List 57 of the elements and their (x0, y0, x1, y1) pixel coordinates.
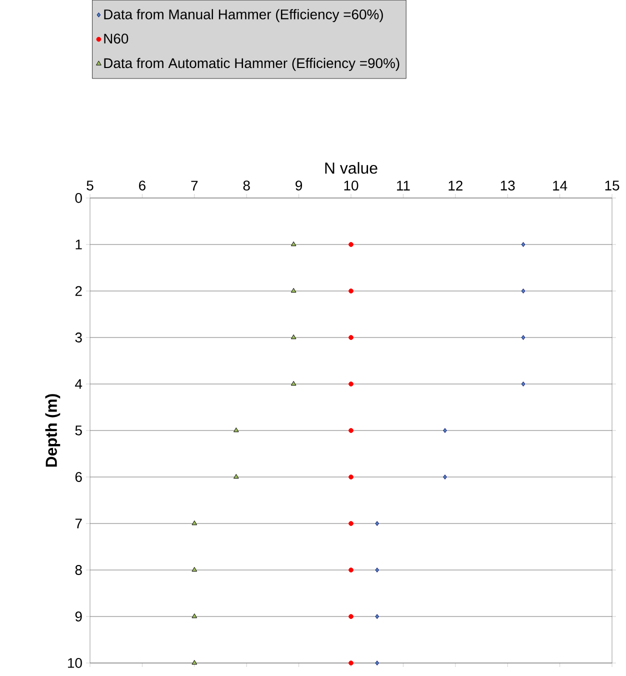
point (290, 241, 296, 246)
point (348, 660, 354, 666)
point (521, 242, 526, 247)
point (233, 427, 239, 432)
x-axis-title: N value (325, 162, 378, 174)
y-tick-label: 1 (76, 240, 82, 250)
x-tick-label: 5 (86, 180, 94, 190)
y-tick-label: 9 (75, 612, 82, 622)
x-tick-label: 6 (139, 180, 146, 190)
y-tick-label: 3 (75, 332, 82, 342)
x-tick-label: 12 (448, 180, 462, 190)
point (192, 566, 198, 572)
point (375, 521, 379, 526)
point (348, 382, 354, 386)
point (290, 334, 296, 340)
y-tick-label: 10 (68, 658, 82, 668)
y-tick-label: 0 (75, 193, 82, 203)
y-tick-label: 6 (75, 472, 82, 482)
y-tick-label: 2 (75, 286, 82, 296)
point (348, 614, 354, 619)
y-tick-label: 5 (75, 426, 82, 436)
point (443, 474, 447, 480)
x-tick-label: 15 (605, 180, 620, 190)
x-tick-label: 9 (296, 180, 302, 190)
point (192, 660, 198, 665)
point (521, 335, 526, 340)
x-tick-label: 11 (397, 180, 410, 190)
point (348, 288, 354, 294)
x-tick-label: 13 (500, 180, 515, 190)
x-tick-label: 8 (243, 180, 250, 190)
point (348, 242, 354, 247)
legend-label: N60 (104, 34, 128, 44)
point (348, 568, 354, 572)
point (375, 568, 379, 572)
point (192, 520, 198, 526)
point (521, 288, 526, 294)
point (348, 521, 354, 526)
y-axis-title: Depth (m) (45, 394, 60, 467)
legend-label: Data from Automatic Hammer (Efficiency =90%) (104, 58, 400, 71)
point (192, 613, 198, 618)
point (521, 382, 526, 386)
point (290, 380, 296, 386)
y-tick-label: 4 (75, 379, 82, 389)
point (443, 428, 447, 433)
point (375, 660, 379, 666)
y-tick-label: 7 (75, 518, 82, 528)
x-tick-label: 10 (344, 180, 358, 190)
point (233, 474, 239, 479)
point (375, 614, 379, 619)
y-tick-label: 8 (75, 565, 82, 575)
legend-label: Data from Manual Hammer (Efficiency =60%) (104, 9, 383, 22)
point (290, 288, 296, 293)
x-tick-label: 7 (191, 180, 198, 190)
point (348, 428, 354, 433)
point (348, 335, 354, 340)
x-tick-label: 14 (553, 180, 568, 190)
point (348, 474, 354, 480)
